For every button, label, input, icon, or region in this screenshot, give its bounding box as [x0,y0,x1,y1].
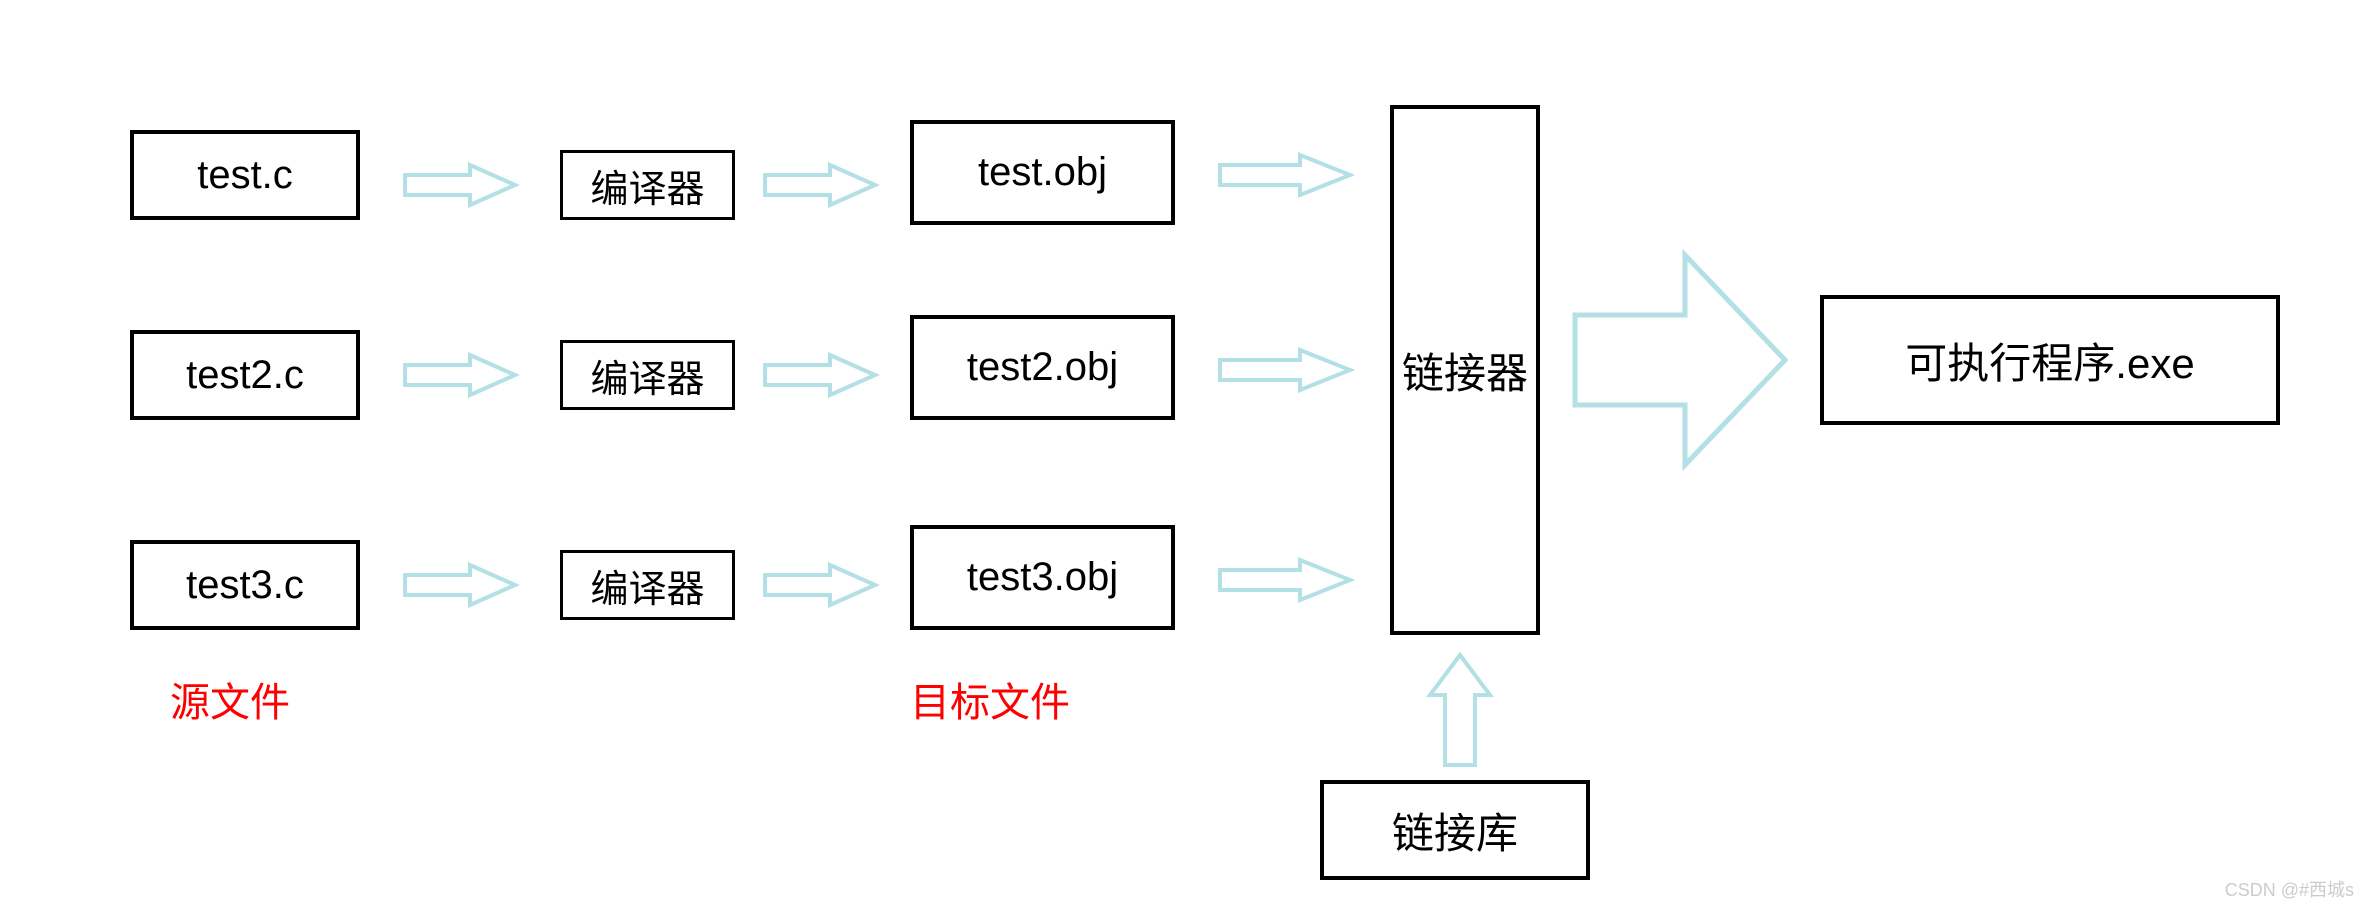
arrow-comp3-obj3 [760,560,880,610]
node-library: 链接库 [1320,780,1590,880]
arrow-comp1-obj1 [760,160,880,210]
arrow-src1-comp1 [400,160,520,210]
node-label: test3.c [186,563,304,608]
node-label: 编译器 [590,348,704,403]
arrow-obj1-linker [1215,150,1355,200]
node-linker: 链接器 [1390,105,1540,635]
node-label: 编译器 [590,158,704,213]
node-src1: test.c [130,130,360,220]
watermark: CSDN @#西城s [2225,876,2354,902]
node-src3: test3.c [130,540,360,630]
arrow-library-linker [1425,650,1495,770]
node-label: test2.obj [967,345,1118,390]
label-source-file: 源文件 [170,670,290,728]
node-exe: 可执行程序.exe [1820,295,2280,425]
node-obj1: test.obj [910,120,1175,225]
node-label: 链接库 [1392,800,1518,861]
node-obj2: test2.obj [910,315,1175,420]
node-compiler-2: 编译器 [560,340,735,410]
node-label: test.obj [978,150,1107,195]
arrow-src3-comp3 [400,560,520,610]
arrow-obj3-linker [1215,555,1355,605]
node-label: 编译器 [590,558,704,613]
node-src2: test2.c [130,330,360,420]
node-compiler-3: 编译器 [560,550,735,620]
node-label: test.c [197,153,293,198]
node-label: test2.c [186,353,304,398]
node-label: 链接器 [1402,340,1528,401]
node-compiler-1: 编译器 [560,150,735,220]
arrow-obj2-linker [1215,345,1355,395]
arrow-linker-exe [1565,245,1795,475]
node-label: test3.obj [967,555,1118,600]
node-label: 可执行程序.exe [1905,330,2194,391]
label-object-file: 目标文件 [910,670,1070,728]
node-obj3: test3.obj [910,525,1175,630]
arrow-src2-comp2 [400,350,520,400]
arrow-comp2-obj2 [760,350,880,400]
